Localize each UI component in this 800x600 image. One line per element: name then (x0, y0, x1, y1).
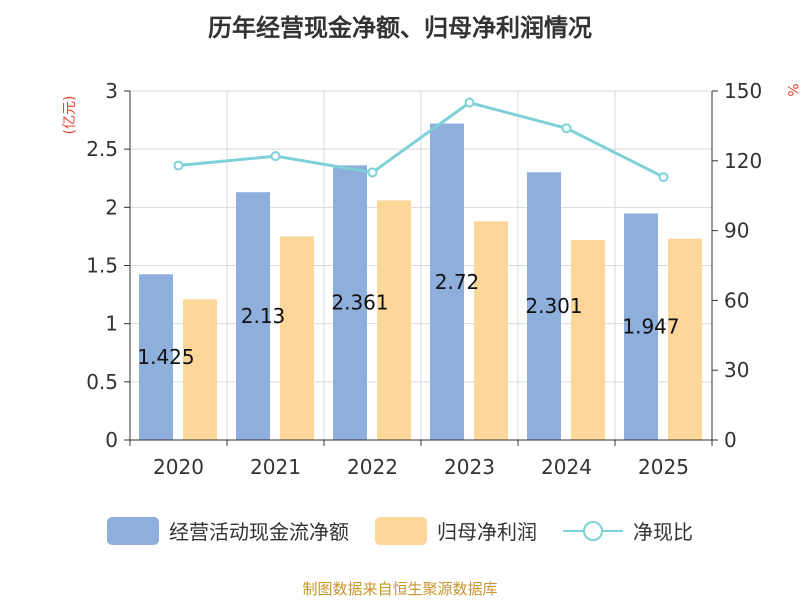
ratio-point-2025 (658, 172, 669, 183)
left-tick-label: 3 (105, 79, 118, 103)
x-tick-label: 2022 (347, 455, 398, 479)
right-tick-label: 120 (724, 149, 762, 173)
legend-label-profit: 归母净利润 (437, 520, 537, 544)
x-tick-label: 2025 (638, 455, 689, 479)
right-axis-unit: % (784, 83, 800, 96)
left-tick-label: 0.5 (86, 370, 118, 394)
right-tick-label: 90 (724, 219, 749, 243)
legend-swatch-ratio (563, 517, 623, 545)
bar-profit-2023 (474, 221, 508, 440)
legend-label-ratio: 净现比 (633, 520, 693, 544)
x-tick-label: 2020 (153, 455, 204, 479)
bar-profit-2025 (668, 238, 702, 440)
data-label-cash-2020: 1.425 (137, 345, 194, 369)
left-tick-label: 1.5 (86, 254, 118, 278)
bar-cash-2020 (139, 274, 173, 440)
left-tick-label: 1 (105, 312, 118, 336)
right-tick-label: 0 (724, 428, 737, 452)
legend-item-cash[interactable]: 经营活动现金流净额 (107, 516, 349, 545)
ratio-point-2023 (464, 97, 475, 108)
right-tick-label: 30 (724, 358, 749, 382)
ratio-point-2024 (561, 123, 572, 134)
ratio-point-2020 (173, 160, 184, 171)
label-layer: 1.425 2.13 2.361 2.72 2.301 1.947 (137, 270, 679, 369)
bar-profit-2024 (571, 239, 605, 440)
ratio-point-2022 (367, 167, 378, 178)
right-tick-label: 150 (724, 79, 762, 103)
legend-label-cash: 经营活动现金流净额 (169, 520, 349, 544)
left-axis-unit: (亿元) (62, 96, 78, 135)
ratio-point-2021 (270, 151, 281, 162)
bar-layer (139, 123, 702, 440)
data-label-cash-2022: 2.361 (331, 291, 388, 315)
left-tick-label: 2 (105, 195, 118, 219)
legend-swatch-cash (107, 516, 159, 545)
legend-swatch-profit (375, 516, 427, 545)
bar-profit-2021 (280, 236, 314, 440)
source-note: 制图数据来自恒生聚源数据库 (302, 580, 498, 598)
grid-layer (130, 90, 712, 440)
data-label-cash-2021: 2.13 (241, 304, 286, 328)
left-tick-label: 0 (105, 428, 118, 452)
left-tick-label: 2.5 (86, 137, 118, 161)
data-label-cash-2024: 2.301 (525, 294, 582, 318)
bar-cash-2022 (333, 165, 367, 440)
bar-profit-2022 (377, 200, 411, 440)
data-label-cash-2023: 2.72 (435, 270, 480, 294)
x-tick-label: 2023 (444, 455, 495, 479)
legend: 经营活动现金流净额 归母净利润 净现比 (0, 516, 800, 545)
bar-cash-2025 (624, 213, 658, 440)
ratio-line (178, 101, 665, 179)
bar-cash-2021 (236, 192, 270, 440)
bar-cash-2024 (527, 172, 561, 440)
legend-item-profit[interactable]: 归母净利润 (375, 516, 537, 545)
x-tick-label: 2021 (250, 455, 301, 479)
chart-title: 历年经营现金净额、归母净利润情况 (208, 14, 592, 42)
data-label-cash-2025: 1.947 (622, 315, 679, 339)
bar-cash-2023 (430, 123, 464, 440)
right-tick-label: 60 (724, 288, 749, 312)
legend-item-ratio[interactable]: 净现比 (563, 516, 693, 545)
bar-profit-2020 (183, 299, 217, 440)
line-layer (173, 97, 669, 183)
x-tick-label: 2024 (541, 455, 592, 479)
